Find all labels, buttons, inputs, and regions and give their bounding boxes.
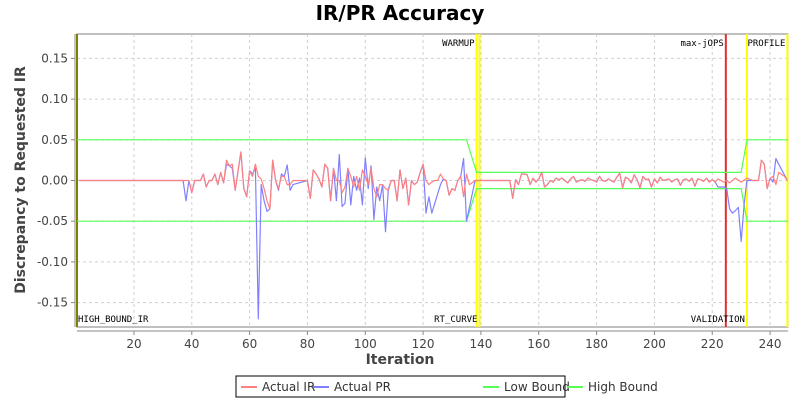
y-axis-label: Discrepancy to Requested IR [13,66,29,294]
marker-label: HIGH_BOUND_IR [78,315,149,325]
x-tick-label: 160 [527,337,550,351]
x-axis-label: Iteration [366,352,435,368]
legend-label: Actual PR [334,380,391,394]
x-tick-label: 80 [300,337,315,351]
y-tick-label: 0.00 [41,174,68,188]
x-tick-label: 60 [242,337,257,351]
x-tick-label: 140 [469,337,492,351]
y-tick-label: 0.10 [41,92,68,106]
chart-title: IR/PR Accuracy [316,1,485,25]
y-tick-label: -0.05 [37,214,68,228]
marker-label: max-jOPS [680,39,723,49]
axis-ticks: 20 40 60 80 100 120 140 160 180 200 220 240 -0.15 -0.… [37,34,788,351]
x-tick-label: 20 [126,337,141,351]
x-tick-label: 240 [759,337,782,351]
y-tick-label: 0.05 [41,133,68,147]
series-line-high-bound [77,139,788,173]
legend-label: Low Bound [504,380,570,394]
legend-label: Actual IR [262,380,315,394]
legend-box [235,375,566,398]
marker-label: WARMUP [442,39,475,49]
y-tick-label: 0.15 [41,51,68,65]
marker-label: RT_CURVE [434,315,477,325]
x-tick-label: 40 [184,337,199,351]
y-tick-label: -0.15 [37,296,68,310]
series-line-actual-ir [79,151,788,210]
legend: Actual IR Actual PR Low Bound High Bound [235,375,658,398]
x-tick-label: 200 [643,337,666,351]
legend-label: High Bound [588,380,658,394]
y-tick-label: -0.10 [37,255,68,269]
series-lines [77,139,788,320]
x-tick-label: 180 [585,337,608,351]
marker-label: PROFILE [747,39,785,49]
x-tick-label: 100 [354,337,377,351]
x-tick-label: 220 [701,337,724,351]
series-line-low-bound [77,188,788,222]
marker-label: VALIDATION [691,315,745,325]
x-tick-label: 120 [412,337,435,351]
